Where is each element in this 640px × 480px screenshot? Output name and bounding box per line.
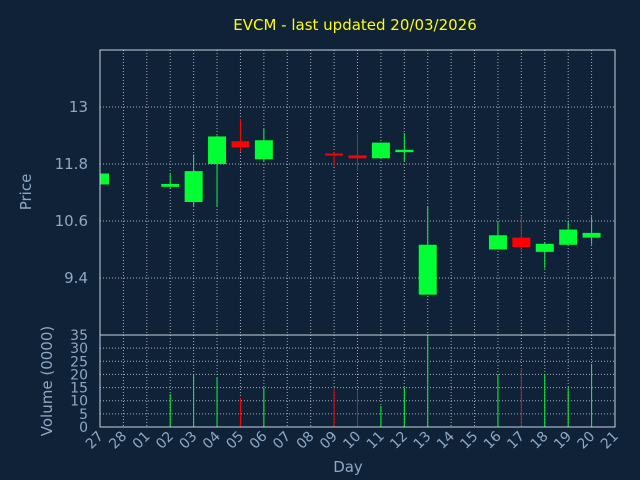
day-x-ticks: 27 28 01 02 03 04 05 06 07 08 09 10 11 12 13 14 15 16 17 18… bbox=[83, 428, 622, 452]
price-y-tick-label: 10.6 bbox=[55, 212, 88, 230]
candle bbox=[582, 216, 601, 245]
candle bbox=[99, 173, 109, 185]
price-y-ticks: 13 11.8 10.6 9.4 bbox=[55, 98, 88, 287]
candle bbox=[535, 242, 554, 269]
candle-body bbox=[208, 136, 227, 164]
candle-body bbox=[371, 142, 390, 159]
volume-y-tick-label: 15 bbox=[70, 381, 88, 397]
candle-body bbox=[184, 171, 203, 202]
candle-body bbox=[512, 237, 531, 248]
price-y-tick-label: 11.8 bbox=[55, 155, 88, 173]
price-grid bbox=[99, 50, 616, 335]
candle-body bbox=[488, 235, 507, 250]
price-axis-label: Price bbox=[17, 174, 35, 211]
candle bbox=[208, 135, 227, 207]
volume-y-tick-label: 10 bbox=[70, 394, 88, 410]
candle-body bbox=[348, 155, 367, 159]
candle bbox=[184, 154, 203, 207]
candle bbox=[395, 133, 414, 162]
candle bbox=[231, 118, 250, 153]
chart-title: EVCM - last updated 20/03/2026 bbox=[233, 16, 477, 34]
volume-axis-label: Volume (0000) bbox=[38, 326, 56, 436]
candle bbox=[371, 142, 390, 159]
candle-body bbox=[535, 243, 554, 252]
candle-body bbox=[254, 140, 273, 160]
candle-body bbox=[325, 153, 344, 156]
volume-y-tick-label: 30 bbox=[70, 341, 88, 357]
candle bbox=[512, 216, 531, 252]
candle-body bbox=[395, 149, 414, 153]
volume-y-tick-label: 5 bbox=[79, 407, 88, 423]
volume-y-tick-label: 25 bbox=[70, 354, 88, 370]
candle-body bbox=[418, 244, 437, 295]
volume-y-tick-label: 0 bbox=[79, 420, 88, 436]
candle bbox=[418, 206, 437, 295]
volume-plot-frame bbox=[99, 334, 616, 428]
price-y-tick-label: 9.4 bbox=[64, 269, 88, 287]
candle bbox=[325, 152, 344, 167]
volume-y-tick-label: 35 bbox=[70, 328, 88, 344]
volume-y-tick-label: 20 bbox=[70, 367, 88, 383]
candle bbox=[348, 133, 367, 172]
candle bbox=[161, 173, 180, 188]
volume-bars bbox=[169, 335, 593, 427]
candle bbox=[488, 221, 507, 250]
candle-body bbox=[231, 141, 250, 148]
price-y-tick-label: 13 bbox=[69, 98, 88, 116]
candle bbox=[559, 221, 578, 245]
candle-body bbox=[559, 229, 578, 245]
candle-body bbox=[100, 173, 109, 185]
candle-body bbox=[582, 232, 601, 238]
candle-body bbox=[161, 183, 180, 187]
candle bbox=[254, 128, 273, 162]
price-candles bbox=[99, 118, 601, 295]
day-axis-label: Day bbox=[333, 458, 363, 476]
